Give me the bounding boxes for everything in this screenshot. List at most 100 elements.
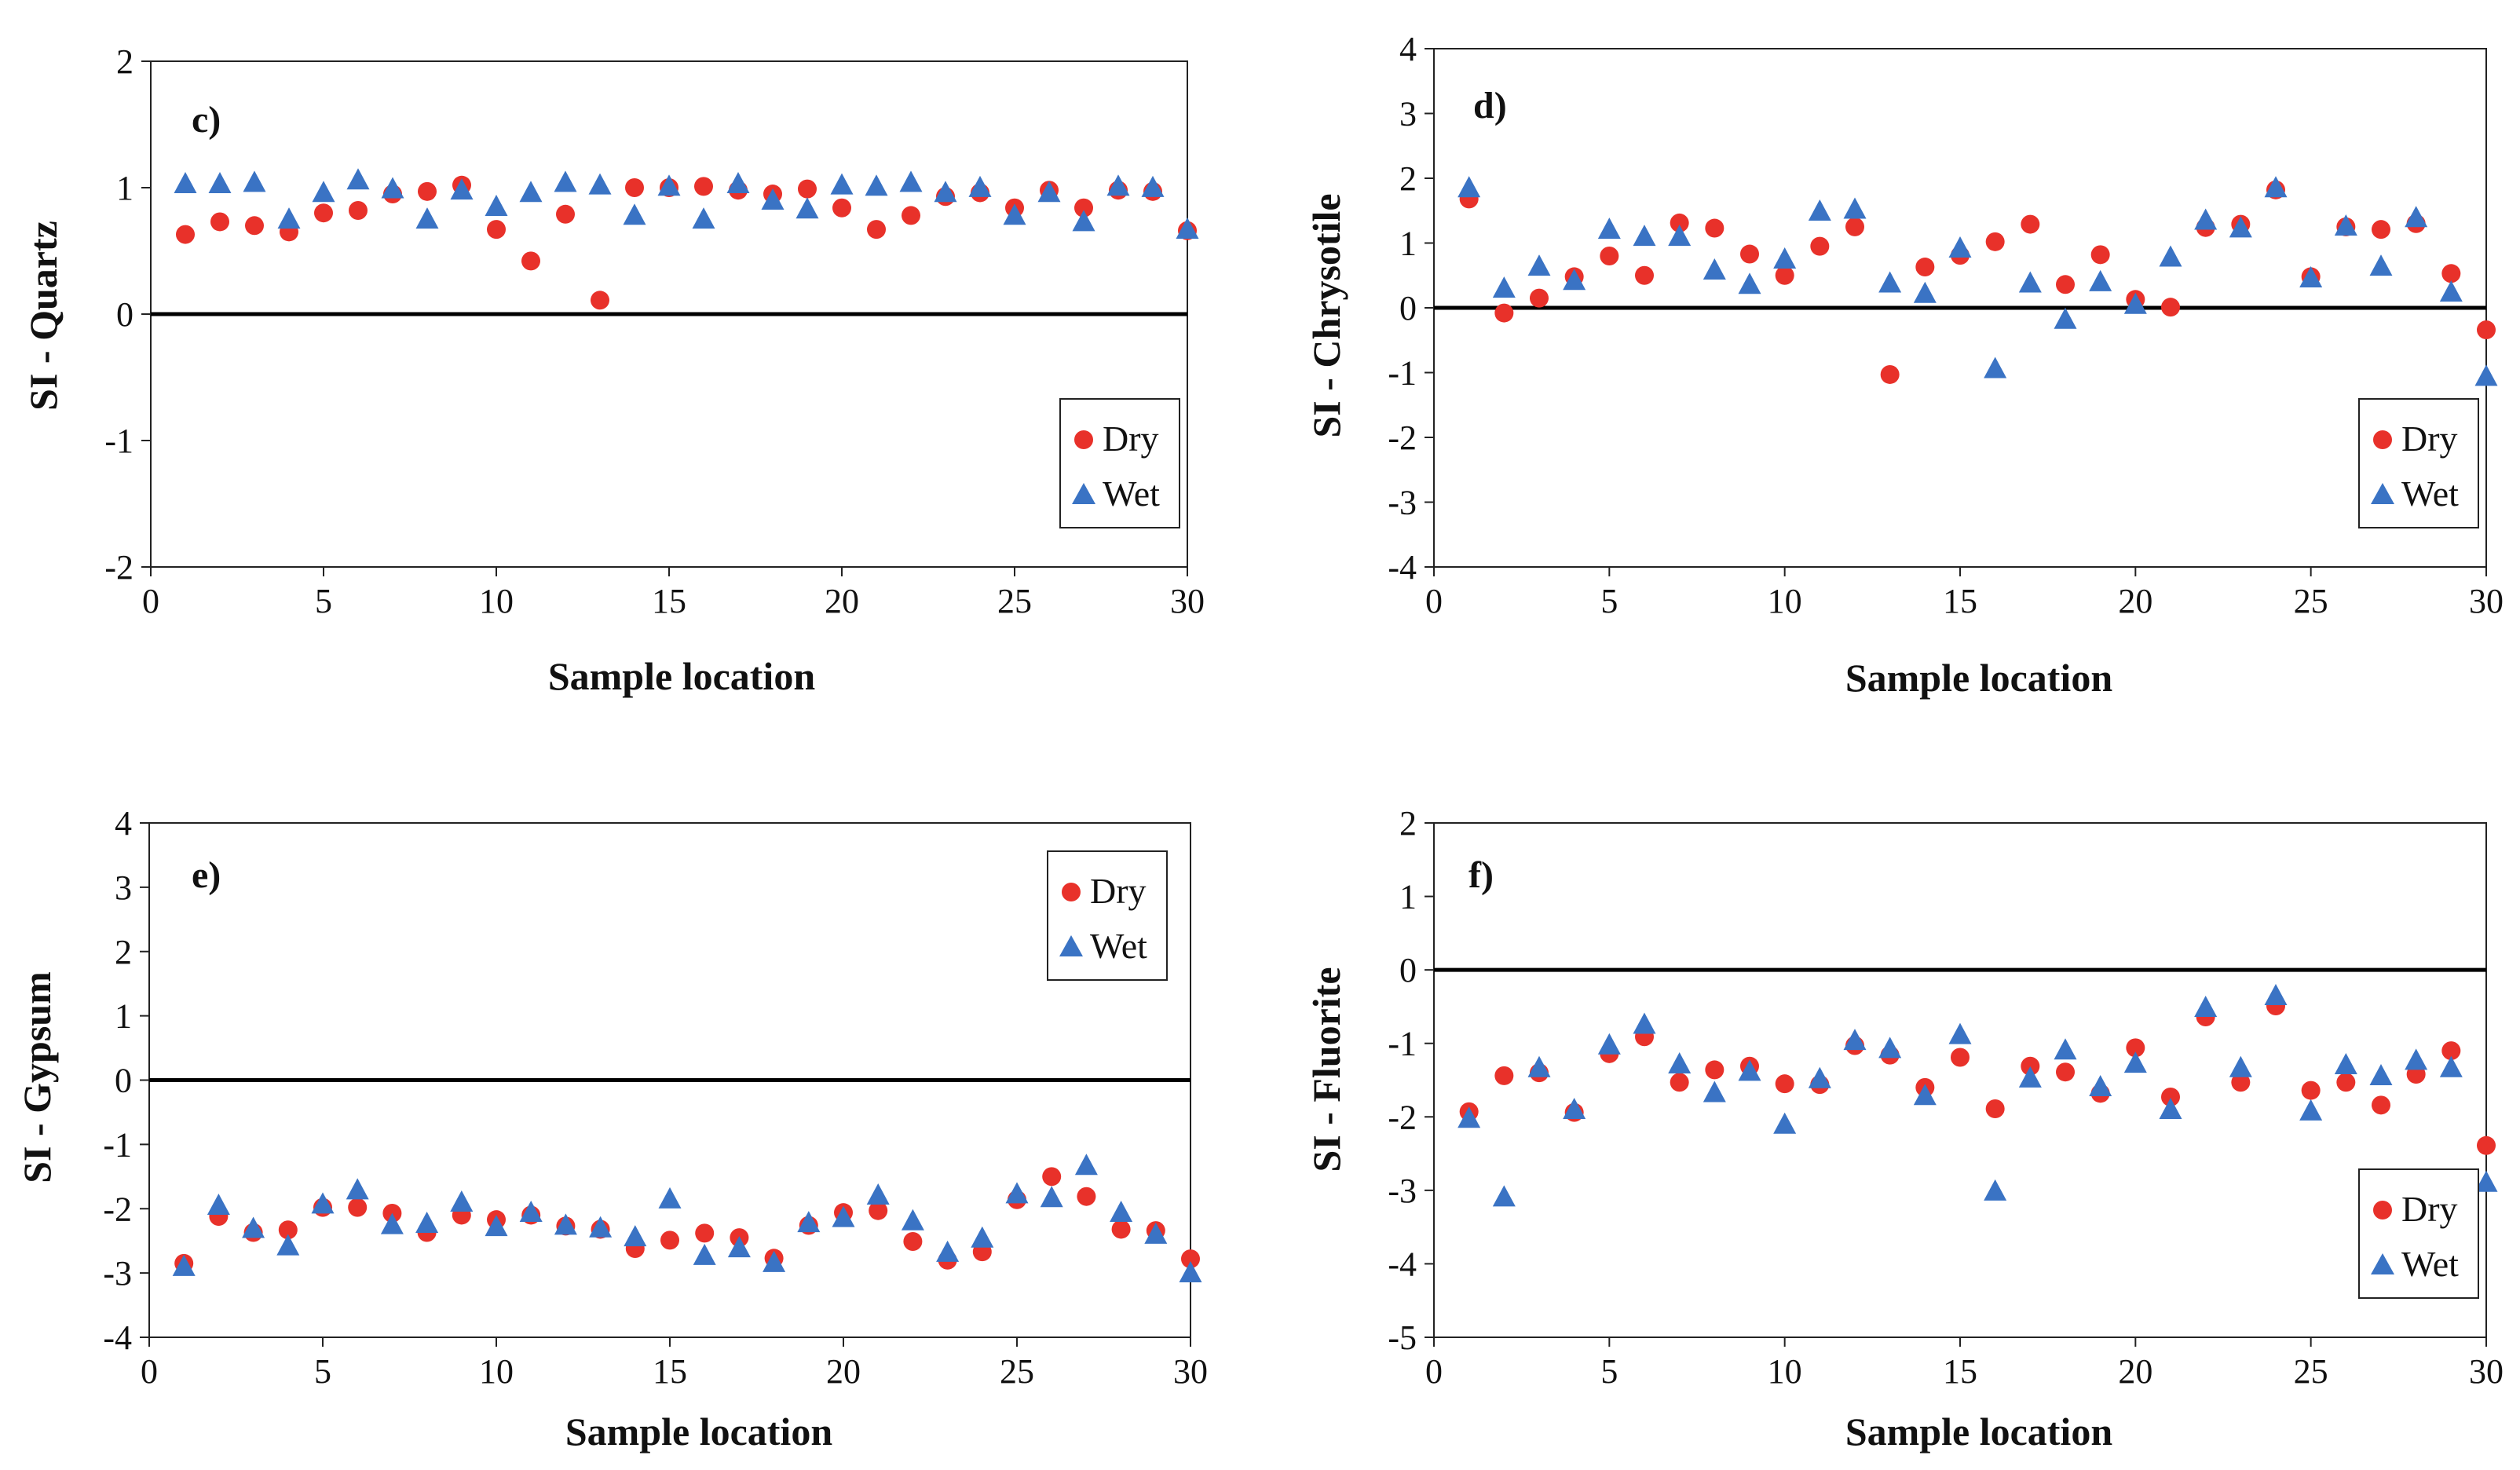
panel-e-wet-point bbox=[1110, 1201, 1133, 1223]
panel-e-dry-point bbox=[1077, 1187, 1096, 1206]
panel-d: SI - Chrysotile Sample location d) -4 -3 -… bbox=[1304, 30, 2504, 700]
panel-e-wet-point bbox=[901, 1209, 924, 1230]
panel-c-wet-point bbox=[761, 188, 785, 210]
panel-e-wet-point bbox=[207, 1194, 230, 1216]
panel-c-wet-point bbox=[865, 174, 888, 196]
panel-c-dry-point bbox=[867, 220, 886, 240]
panel-f-plot-frame bbox=[1433, 822, 2487, 1338]
panel-e-wet-point bbox=[763, 1250, 786, 1272]
panel-f-dry-point bbox=[1985, 1099, 2005, 1118]
panel-f-dry-point bbox=[2301, 1081, 2321, 1100]
panel-f-xtick-label: 20 bbox=[2118, 1352, 2152, 1391]
panel-f: SI - Fluorite Sample location f) -5 -4 -3 -… bbox=[1304, 804, 2504, 1454]
panel-f-wet-point bbox=[2405, 1048, 2428, 1070]
panel-f-wet-point bbox=[1633, 1012, 1656, 1034]
panel-e-xtick-label: 30 bbox=[1173, 1352, 1208, 1391]
panel-d-wet-point bbox=[1563, 269, 1586, 291]
panel-f-legend-wet-marker bbox=[2371, 1253, 2394, 1274]
panel-f-wet-point bbox=[2334, 1052, 2357, 1074]
panel-c-dry-point bbox=[176, 225, 195, 244]
panel-c-wet-point bbox=[174, 172, 197, 194]
panel-e-wet-point bbox=[936, 1240, 960, 1262]
panel-f-xtick-label: 5 bbox=[1600, 1352, 1618, 1391]
panel-f-ylabel: SI - Fluorite bbox=[1304, 967, 1348, 1172]
panel-e-xtick-label: 15 bbox=[653, 1352, 687, 1391]
panel-f-label: f) bbox=[1468, 854, 1494, 896]
panel-d-wet-point bbox=[1948, 236, 1972, 258]
panel-c-wet-point bbox=[692, 207, 715, 229]
panel-e-xtick-label: 20 bbox=[826, 1352, 861, 1391]
panel-f-wet-point bbox=[1808, 1066, 1831, 1088]
panel-d-dry-point bbox=[2441, 264, 2461, 283]
panel-f-dry-point bbox=[2021, 1056, 2040, 1076]
panel-f-wet-point bbox=[1948, 1022, 1972, 1044]
panel-e-dry-point bbox=[348, 1198, 368, 1217]
panel-d-dry-point bbox=[1670, 213, 1689, 232]
panel-c-dry-point bbox=[418, 181, 437, 201]
panel-f-wet-point bbox=[2229, 1055, 2252, 1077]
panel-c-wet-point bbox=[312, 181, 335, 203]
panel-c-dry-point bbox=[245, 216, 264, 236]
panel-d-ytick-label: -3 bbox=[1388, 484, 1417, 522]
panel-e-ytick-label: 0 bbox=[115, 1062, 132, 1100]
panel-f-dry-point bbox=[2161, 1088, 2180, 1107]
panel-c-dry-point bbox=[832, 198, 851, 218]
panel-e-ylabel: SI - Gypsum bbox=[15, 971, 59, 1183]
panel-e-wet-point bbox=[589, 1216, 613, 1238]
panel-d-dry-point bbox=[1880, 364, 1900, 384]
panel-d-wet-point bbox=[2194, 208, 2218, 230]
panel-d-ytick-label: 1 bbox=[1399, 225, 1417, 263]
panel-f-dry-point bbox=[1705, 1060, 1724, 1080]
panel-f-xtick-label: 15 bbox=[1943, 1352, 1977, 1391]
panel-c-wet-point bbox=[346, 168, 370, 190]
panel-f-wet-point bbox=[2299, 1099, 2323, 1121]
panel-e-wet-point bbox=[797, 1211, 821, 1233]
panel-f-wet-point bbox=[1597, 1033, 1621, 1055]
panel-d-dry-point bbox=[1740, 244, 1759, 264]
panel-d-dry-point bbox=[1810, 236, 1830, 256]
panel-f-wet-point bbox=[1843, 1029, 1867, 1051]
panel-e-dry-point bbox=[1111, 1220, 1131, 1239]
panel-f-dry-point bbox=[2477, 1135, 2496, 1155]
panel-c-wet-point bbox=[1106, 174, 1130, 196]
panel-c-dry-point bbox=[314, 203, 333, 223]
panel-f-xtick-label: 25 bbox=[2294, 1352, 2328, 1391]
panel-e-dry-point bbox=[869, 1201, 888, 1220]
panel-e-wet-point bbox=[554, 1213, 577, 1235]
panel-f-ytick-label: 0 bbox=[1399, 951, 1417, 989]
panel-e-xtick-label: 0 bbox=[141, 1352, 158, 1391]
panel-c-legend-dry-label: Dry bbox=[1103, 419, 1159, 459]
panel-c-ytick-label: 2 bbox=[116, 42, 133, 81]
panel-d-wet-point bbox=[1492, 276, 1516, 298]
panel-d-legend-wet-label: Wet bbox=[2401, 474, 2459, 514]
panel-d-wet-point bbox=[2334, 214, 2357, 236]
panel-e-legend-dry-marker bbox=[1062, 883, 1081, 901]
panel-e-wet-point bbox=[242, 1216, 265, 1238]
panel-f-wet-point bbox=[2123, 1051, 2147, 1073]
panel-e-wet-point bbox=[311, 1192, 335, 1214]
panel-e-ytick-label: 4 bbox=[115, 804, 132, 843]
panel-f-dry-point bbox=[2231, 1073, 2251, 1092]
panel-e-xtick-label: 5 bbox=[314, 1352, 331, 1391]
panel-e-ytick-label: -1 bbox=[103, 1125, 132, 1164]
panel-c-wet-point bbox=[934, 181, 957, 203]
panel-e-wet-point bbox=[380, 1212, 404, 1234]
panel-e-wet-point bbox=[658, 1187, 682, 1209]
panel-e-ytick-label: -3 bbox=[103, 1254, 132, 1293]
panel-e-wet-point bbox=[450, 1190, 474, 1212]
panel-f-wet-point bbox=[1738, 1059, 1761, 1081]
panel-f-ytick-label: -5 bbox=[1388, 1318, 1417, 1357]
panel-e-wet-point bbox=[485, 1215, 508, 1237]
panel-e-dry-point bbox=[660, 1230, 679, 1250]
panel-c-wet-point bbox=[968, 175, 992, 197]
panel-f-xtick-label: 30 bbox=[2469, 1352, 2504, 1391]
panel-c-ytick-label: 0 bbox=[116, 295, 133, 334]
panel-c-wet-point bbox=[1141, 175, 1165, 197]
panel-c-dry-point bbox=[487, 220, 506, 240]
panel-e-wet-point bbox=[415, 1211, 439, 1233]
panel-c-wet-point bbox=[381, 177, 404, 199]
panel-f-legend-wet-label: Wet bbox=[2401, 1244, 2459, 1284]
panel-c-wet-point bbox=[623, 203, 646, 225]
panel-f-ytick-label: -1 bbox=[1388, 1025, 1417, 1063]
panel-d-xtick-label: 20 bbox=[2118, 582, 2152, 620]
